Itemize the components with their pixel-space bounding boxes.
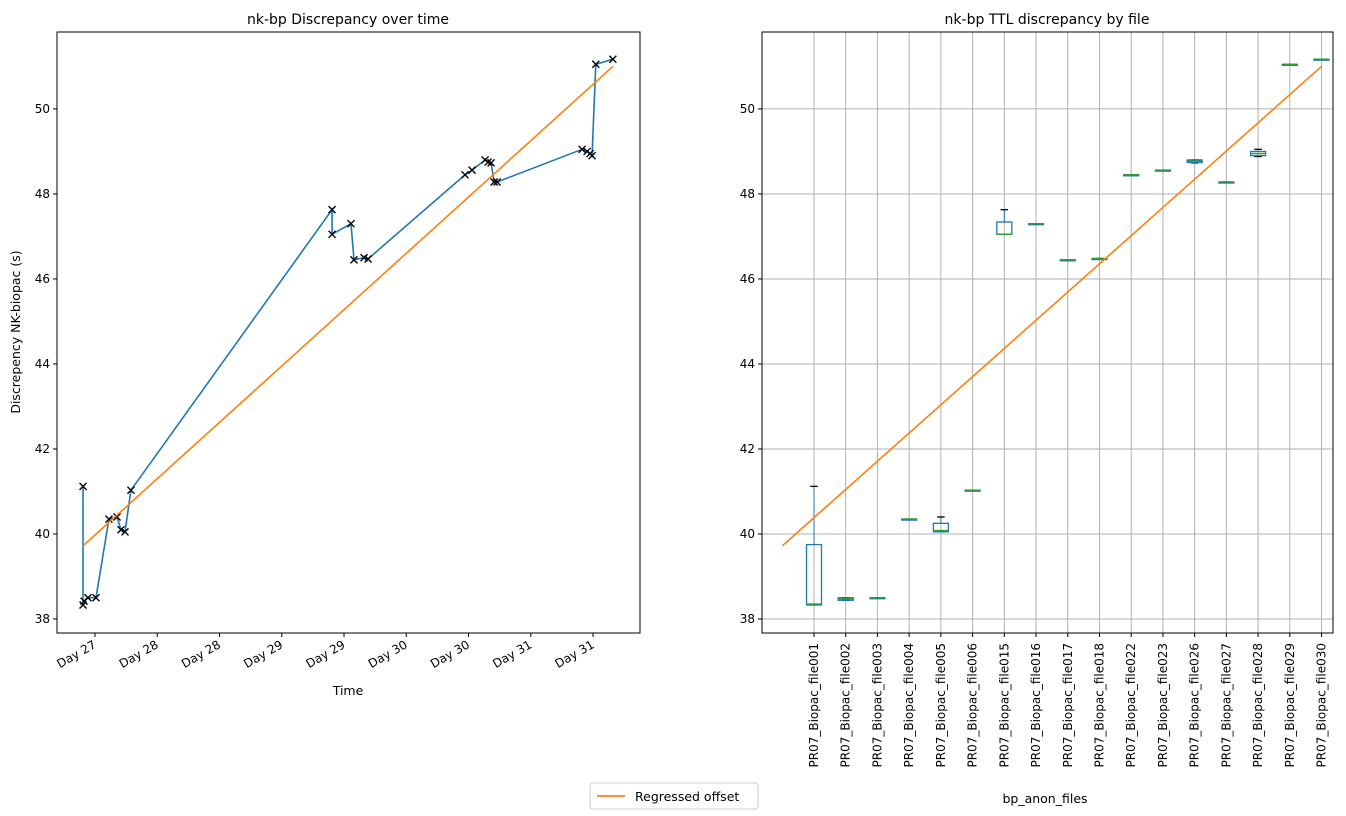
box-PR07_Biopac_file016 bbox=[1027, 222, 1045, 226]
data-point-marker bbox=[84, 593, 93, 602]
y-tick-label: 40 bbox=[740, 527, 755, 541]
data-point-marker bbox=[328, 230, 337, 239]
x-tick-label: PR07_Biopac_file028 bbox=[1251, 643, 1265, 768]
y-tick-label: 50 bbox=[740, 102, 755, 116]
box-iqr bbox=[932, 522, 950, 533]
box-PR07_Biopac_file004 bbox=[901, 518, 918, 521]
data-point-marker bbox=[490, 178, 499, 187]
box-PR07_Biopac_file015 bbox=[996, 209, 1013, 236]
x-tick-label: Day 28 bbox=[117, 637, 161, 671]
box-PR07_Biopac_file023 bbox=[1154, 169, 1172, 172]
x-tick-label: Day 30 bbox=[366, 637, 410, 671]
y-tick-label: 50 bbox=[35, 102, 50, 116]
x-tick-label: PR07_Biopac_file005 bbox=[934, 643, 948, 768]
box-PR07_Biopac_file022 bbox=[1123, 174, 1140, 177]
box-iqr bbox=[805, 543, 823, 606]
x-tick-label: Day 31 bbox=[490, 637, 534, 671]
box-PR07_Biopac_file026 bbox=[1186, 159, 1203, 164]
y-tick-label: 48 bbox=[35, 187, 50, 201]
data-point-marker bbox=[113, 512, 122, 521]
y-tick-label: 42 bbox=[740, 442, 755, 456]
y-tick-label: 46 bbox=[740, 272, 755, 286]
x-tick-label: Day 28 bbox=[179, 637, 223, 671]
right-x-axis-label: bp_anon_files bbox=[1002, 791, 1087, 806]
y-tick-label: 38 bbox=[740, 612, 755, 626]
box-PR07_Biopac_file029 bbox=[1281, 63, 1298, 66]
data-point-marker bbox=[104, 515, 113, 524]
x-tick-label: PR07_Biopac_file030 bbox=[1315, 643, 1329, 768]
y-tick-label: 40 bbox=[35, 527, 50, 541]
data-point-marker bbox=[588, 151, 597, 160]
x-tick-label: Day 31 bbox=[553, 637, 597, 671]
data-point-marker bbox=[117, 525, 125, 534]
x-tick-label: PR07_Biopac_file027 bbox=[1219, 643, 1233, 768]
box-PR07_Biopac_file003 bbox=[869, 596, 886, 600]
x-tick-label: Day 27 bbox=[54, 637, 98, 671]
legend: Regressed offset bbox=[589, 782, 759, 810]
right-chart-title: nk-bp TTL discrepancy by file bbox=[945, 12, 1150, 28]
regression-line bbox=[781, 65, 1323, 547]
x-tick-label: PR07_Biopac_file015 bbox=[997, 643, 1011, 768]
data-point-marker bbox=[120, 527, 129, 536]
discrepancy-line bbox=[82, 58, 614, 606]
box-PR07_Biopac_file027 bbox=[1218, 181, 1235, 184]
y-tick-label: 42 bbox=[35, 442, 50, 456]
x-tick-label: Day 29 bbox=[241, 637, 285, 671]
box-PR07_Biopac_file030 bbox=[1313, 58, 1330, 61]
left-plot-frame bbox=[56, 31, 641, 634]
box-PR07_Biopac_file028 bbox=[1249, 148, 1267, 158]
data-point-marker bbox=[91, 593, 100, 602]
x-tick-label: PR07_Biopac_file023 bbox=[1156, 643, 1170, 768]
data-point-marker bbox=[468, 166, 477, 175]
data-point-marker bbox=[578, 145, 587, 154]
x-tick-label: PR07_Biopac_file026 bbox=[1188, 643, 1202, 768]
x-tick-label: PR07_Biopac_file004 bbox=[902, 643, 916, 768]
left-y-axis-label: Discrepency NK-biopac (s) bbox=[8, 250, 23, 413]
data-point-marker bbox=[487, 158, 496, 167]
y-tick-label: 38 bbox=[35, 612, 50, 626]
data-point-marker bbox=[349, 255, 358, 264]
left-chart-title: nk-bp Discrepancy over time bbox=[247, 12, 449, 28]
data-point-marker bbox=[364, 254, 373, 263]
data-point-marker bbox=[608, 55, 617, 64]
x-tick-label: Day 29 bbox=[303, 637, 347, 671]
box-PR07_Biopac_file005 bbox=[932, 516, 950, 533]
data-point-marker bbox=[346, 219, 355, 228]
right-plot-frame bbox=[761, 31, 1334, 634]
x-tick-label: PR07_Biopac_file022 bbox=[1124, 643, 1138, 768]
y-tick-label: 46 bbox=[35, 272, 50, 286]
data-point-marker bbox=[79, 482, 88, 491]
x-tick-label: PR07_Biopac_file029 bbox=[1283, 643, 1297, 768]
x-tick-label: PR07_Biopac_file002 bbox=[839, 643, 853, 768]
data-point-marker bbox=[461, 170, 470, 179]
legend-box bbox=[589, 782, 759, 810]
y-tick-label: 44 bbox=[740, 357, 755, 371]
x-tick-label: PR07_Biopac_file017 bbox=[1061, 643, 1075, 768]
x-tick-label: PR07_Biopac_file003 bbox=[870, 643, 884, 768]
data-point-marker bbox=[328, 205, 337, 214]
x-tick-label: PR07_Biopac_file016 bbox=[1029, 643, 1043, 768]
y-tick-label: 48 bbox=[740, 187, 755, 201]
left-x-axis-label: Time bbox=[332, 683, 364, 698]
box-PR07_Biopac_file017 bbox=[1059, 259, 1076, 262]
box-PR07_Biopac_file006 bbox=[964, 489, 981, 492]
box-PR07_Biopac_file001 bbox=[805, 485, 823, 606]
box-PR07_Biopac_file002 bbox=[837, 597, 854, 601]
x-tick-label: PR07_Biopac_file018 bbox=[1092, 643, 1106, 768]
data-point-marker bbox=[493, 178, 502, 187]
x-tick-label: PR07_Biopac_file001 bbox=[807, 643, 821, 768]
legend-label: Regressed offset bbox=[635, 789, 739, 804]
data-point-marker bbox=[126, 486, 135, 495]
regression-line bbox=[82, 65, 614, 547]
y-tick-label: 44 bbox=[35, 357, 50, 371]
x-tick-label: PR07_Biopac_file006 bbox=[966, 643, 980, 768]
x-tick-label: Day 30 bbox=[428, 637, 472, 671]
data-point-marker bbox=[591, 60, 600, 69]
